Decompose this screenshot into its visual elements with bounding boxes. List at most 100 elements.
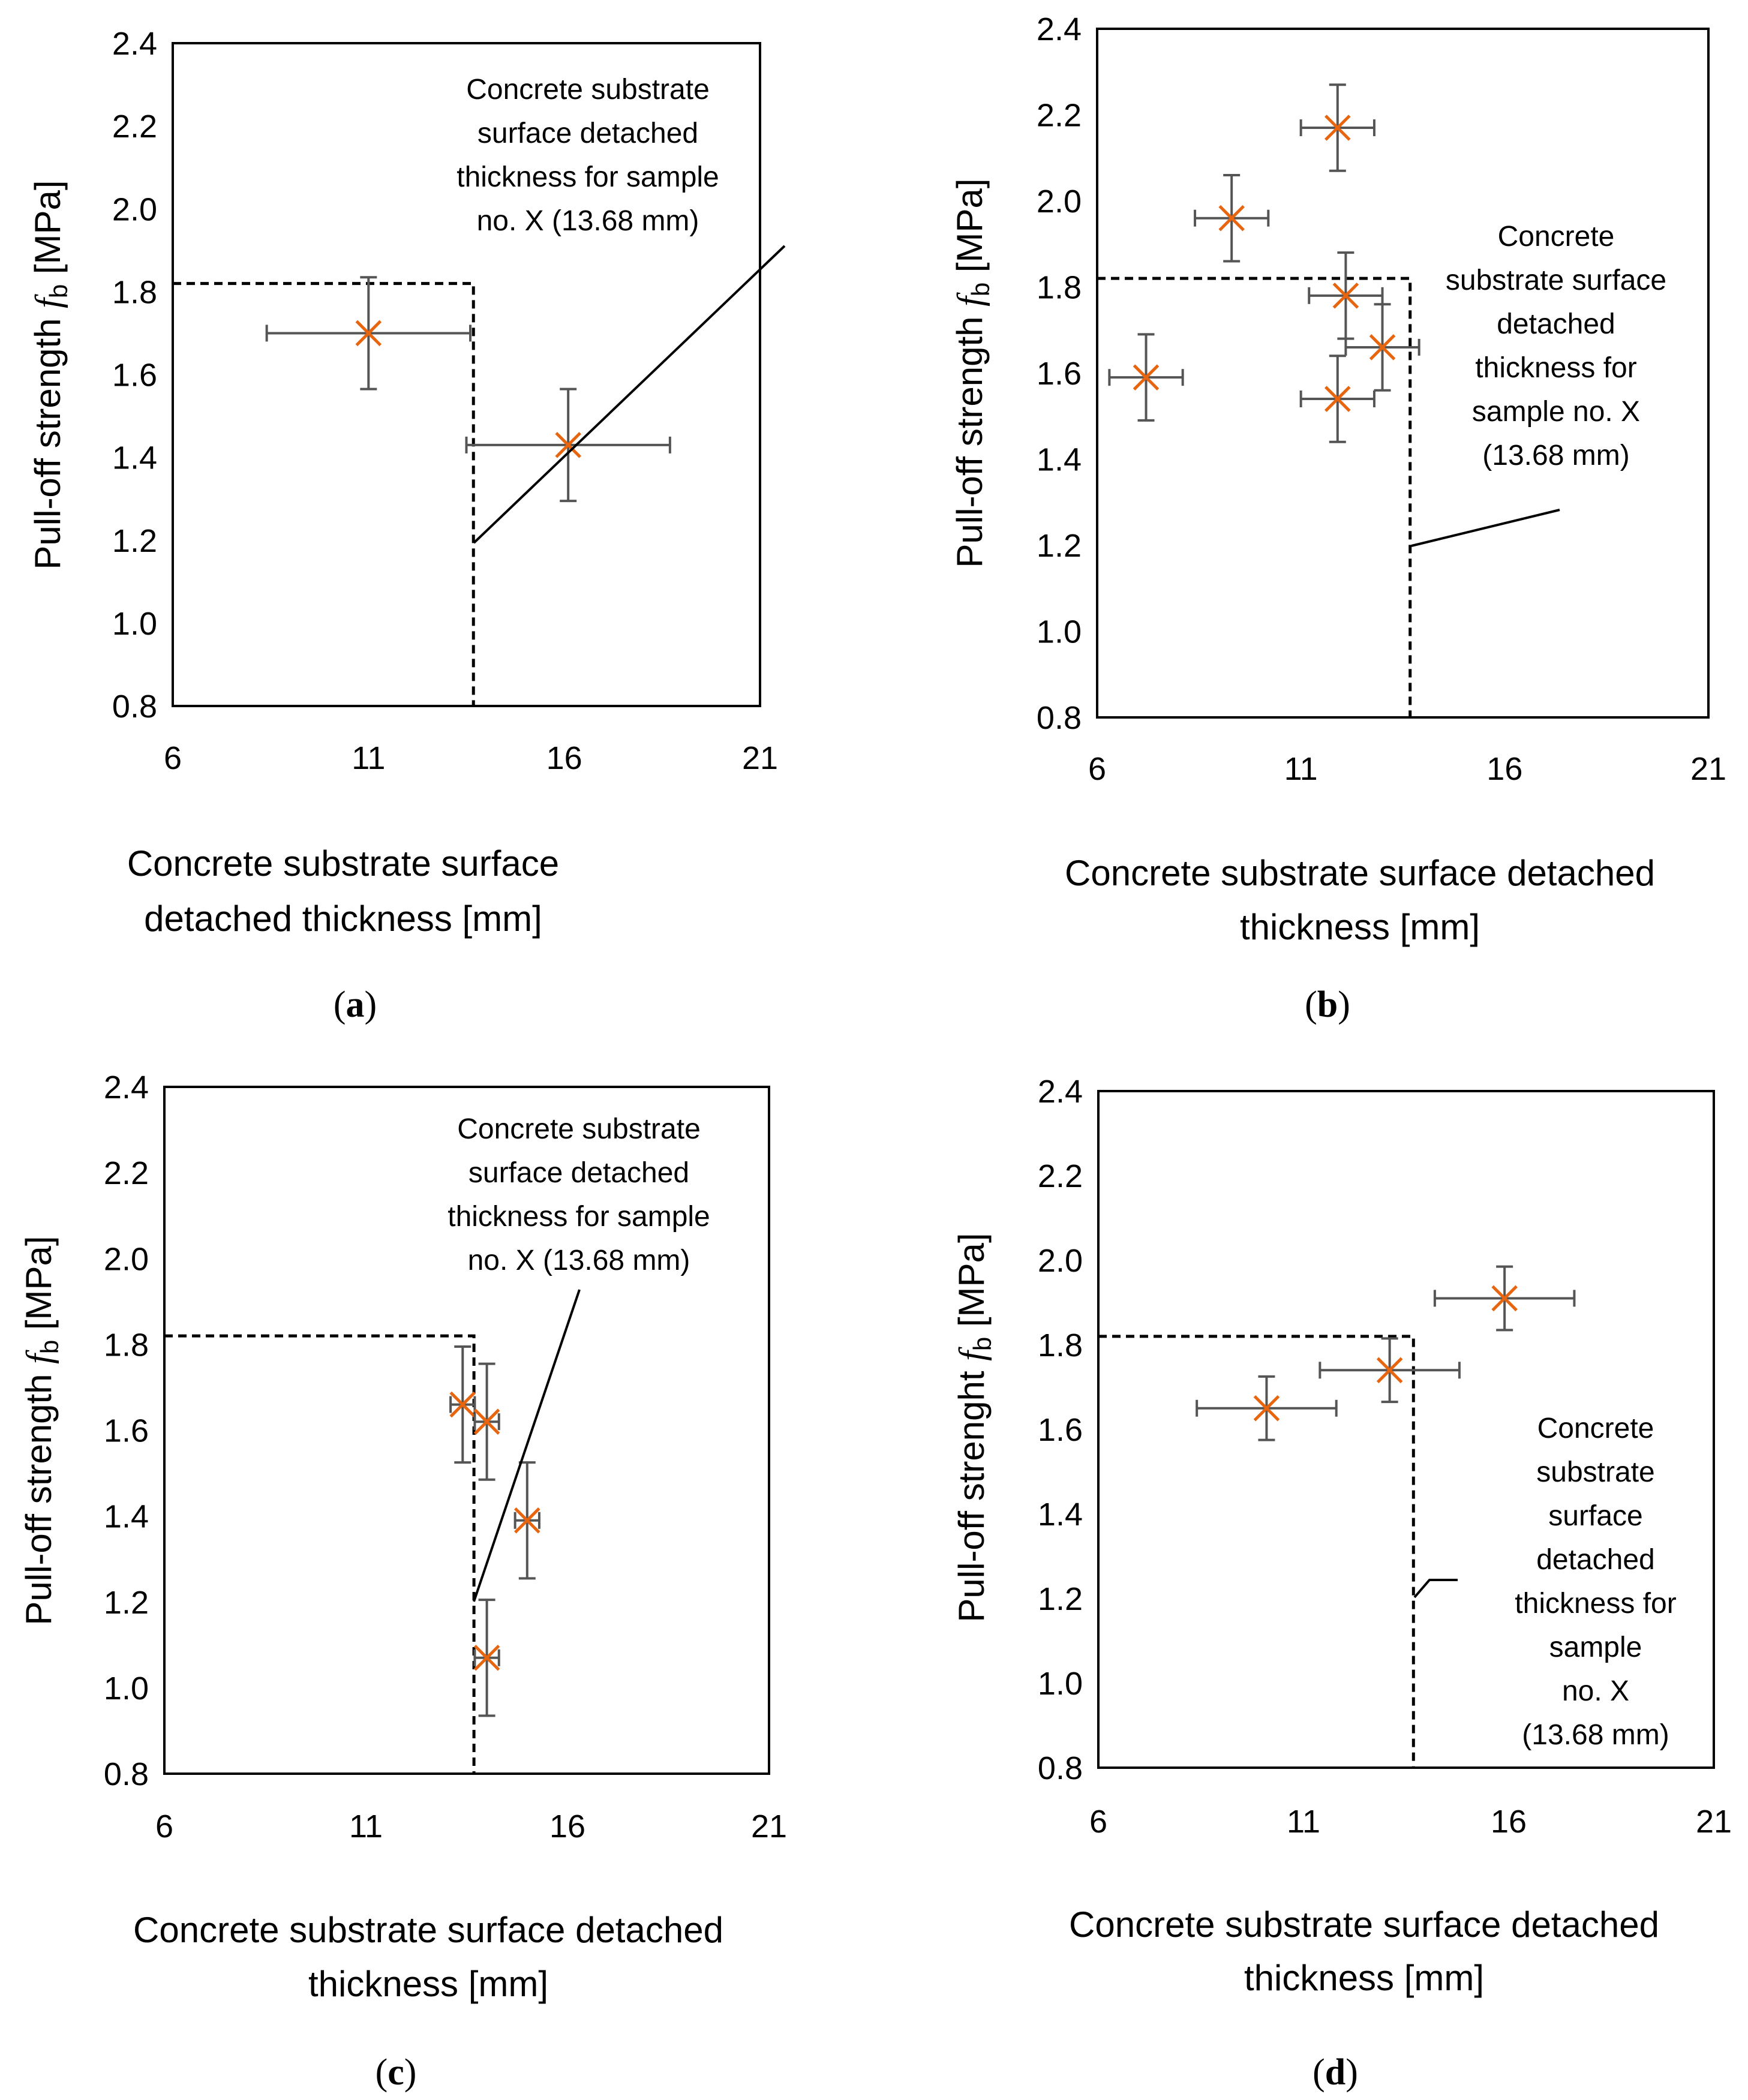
- annotation-line: surface: [1548, 1500, 1642, 1532]
- x-tick-label: 11: [349, 1808, 383, 1844]
- annotation-line: Concrete: [1537, 1413, 1654, 1444]
- data-point: [473, 1599, 500, 1717]
- threshold-annotation: Concrete substrate surface detached thickn…: [456, 74, 719, 237]
- panel-label: (b): [1305, 984, 1350, 1025]
- annotation-line: Concrete: [1498, 221, 1615, 253]
- x-marker-icon: [473, 1408, 500, 1435]
- plot-area-frame: [1096, 28, 1710, 719]
- threshold-guide-line: [173, 282, 475, 706]
- y-axis-title-unit: [MPa]: [28, 180, 68, 284]
- x-tick-label: 11: [1284, 751, 1318, 787]
- x-marker-icon: [1324, 115, 1351, 141]
- y-tick-label: 2.4: [1037, 11, 1082, 47]
- panel-label-open: (: [376, 2052, 388, 2093]
- y-axis-title: Pull-off strength fb [MPa]: [28, 180, 73, 569]
- y-tick-label: 1.0: [112, 606, 157, 642]
- panel-label-close: ): [365, 984, 377, 1025]
- panel-label: (a): [334, 984, 377, 1025]
- y-axis-title-text: Pull-off strenght: [951, 1361, 992, 1623]
- plot-area-frame: [1097, 1090, 1715, 1769]
- threshold-guide-line: [1098, 1335, 1415, 1768]
- data-point: [1194, 173, 1270, 263]
- x-axis-title: Concrete substrate surface detached: [1065, 853, 1655, 893]
- x-tick-label: 11: [1287, 1804, 1320, 1840]
- x-axis-title: detached thickness [mm]: [144, 899, 542, 939]
- y-axis-title-text: Pull-off strength: [28, 308, 68, 570]
- x-tick-label: 6: [155, 1808, 173, 1844]
- threshold-guide-line: [1097, 277, 1412, 717]
- y-tick-label: 1.6: [1037, 356, 1082, 392]
- panel-label-open: (: [1305, 984, 1317, 1025]
- panel-label-letter: a: [346, 984, 365, 1025]
- data-point: [465, 387, 671, 503]
- x-marker-icon: [1332, 283, 1359, 309]
- x-marker-icon: [555, 432, 581, 458]
- x-tick-label: 21: [742, 740, 778, 776]
- x-tick-label: 6: [1089, 1804, 1107, 1840]
- y-tick-label: 2.0: [112, 191, 157, 227]
- x-axis-title: thickness [mm]: [1240, 907, 1480, 947]
- annotation-line: no. X (13.68 mm): [477, 205, 699, 237]
- y-tick-label: 2.2: [1038, 1158, 1083, 1194]
- y-tick-label: 1.8: [104, 1327, 149, 1363]
- y-axis-title-text: Pull-off strength: [950, 307, 990, 568]
- y-tick-label: 0.8: [104, 1756, 149, 1792]
- x-tick-label: 6: [1088, 751, 1106, 787]
- chart-panel-a: 0.8 1.0 1.2 1.4 1.6 1.8 2.0 2.2 2.4 6 11 16 21 Concre…: [28, 26, 786, 1025]
- x-axis-title: thickness [mm]: [1244, 1958, 1484, 1998]
- y-tick-label: 2.4: [1038, 1074, 1083, 1110]
- chart-panel-c: 0.8 1.0 1.2 1.4 1.6 1.8 2.0 2.2 2.4 6 11 16 21 Concre…: [19, 1069, 787, 2093]
- panel-label-open: (: [334, 984, 346, 1025]
- y-tick-label: 2.2: [104, 1155, 149, 1191]
- y-tick-label: 1.0: [1037, 614, 1082, 650]
- y-tick-label: 1.2: [112, 523, 157, 559]
- threshold-annotation: Concrete substrate surface detached thicknes…: [1515, 1413, 1676, 1751]
- annotation-line: detached: [1536, 1544, 1655, 1576]
- data-point: [1344, 303, 1420, 392]
- y-tick-label: 1.8: [1037, 270, 1082, 306]
- x-tick-label: 16: [1491, 1804, 1527, 1840]
- y-axis-title-unit: [MPa]: [19, 1236, 59, 1339]
- x-tick-label: 6: [164, 740, 182, 776]
- threshold-guide-line: [164, 1334, 476, 1774]
- chart-panel-d: 0.8 1.0 1.2 1.4 1.6 1.8 2.0 2.2 2.4 6 11 16 21 Concre…: [951, 1074, 1732, 2093]
- data-point: [1108, 333, 1184, 422]
- x-marker-icon: [514, 1507, 540, 1534]
- annotation-pointer-line: [473, 245, 786, 544]
- panel-label-letter: d: [1325, 2052, 1345, 2093]
- y-tick-label: 1.2: [104, 1585, 149, 1621]
- x-axis-title: Concrete substrate surface: [127, 843, 559, 884]
- y-tick-label: 0.8: [112, 689, 157, 725]
- x-marker-icon: [1369, 334, 1396, 360]
- y-axis-title-subscript: b: [966, 283, 995, 296]
- data-point: [265, 276, 472, 390]
- x-marker-icon: [473, 1645, 500, 1671]
- panel-label-close: ): [404, 2052, 417, 2093]
- x-tick-label: 11: [352, 740, 385, 776]
- y-tick-label: 1.6: [112, 357, 157, 393]
- x-axis-title: Concrete substrate surface detached: [133, 1910, 723, 1950]
- annotation-line: sample no. X: [1472, 396, 1640, 428]
- panel-label-open: (: [1312, 2052, 1325, 2093]
- annotation-line: no. X (13.68 mm): [468, 1245, 690, 1276]
- y-tick-label: 2.0: [104, 1241, 149, 1277]
- y-tick-label: 1.0: [1038, 1666, 1083, 1702]
- threshold-annotation: Concrete substrate surface detached thickn…: [447, 1113, 710, 1276]
- x-marker-icon: [1324, 386, 1351, 412]
- y-axis-title: Pull-off strength fb [MPa]: [950, 178, 995, 567]
- annotation-line: surface detached: [468, 1157, 689, 1189]
- x-marker-icon: [449, 1391, 476, 1418]
- y-tick-label: 1.2: [1037, 528, 1082, 564]
- y-tick-label: 2.4: [112, 26, 157, 62]
- data-point: [1299, 83, 1375, 172]
- y-tick-label: 2.2: [112, 109, 157, 145]
- x-marker-icon: [1491, 1285, 1518, 1312]
- y-tick-label: 1.6: [104, 1413, 149, 1449]
- annotation-line: Concrete substrate: [466, 74, 710, 106]
- y-tick-label: 1.2: [1038, 1581, 1083, 1617]
- annotation-line: thickness for: [1515, 1588, 1676, 1620]
- x-tick-label: 21: [1690, 751, 1726, 787]
- y-tick-label: 1.8: [112, 274, 157, 310]
- y-axis-title-unit: [MPa]: [951, 1233, 992, 1336]
- annotation-line: no. X: [1562, 1675, 1629, 1707]
